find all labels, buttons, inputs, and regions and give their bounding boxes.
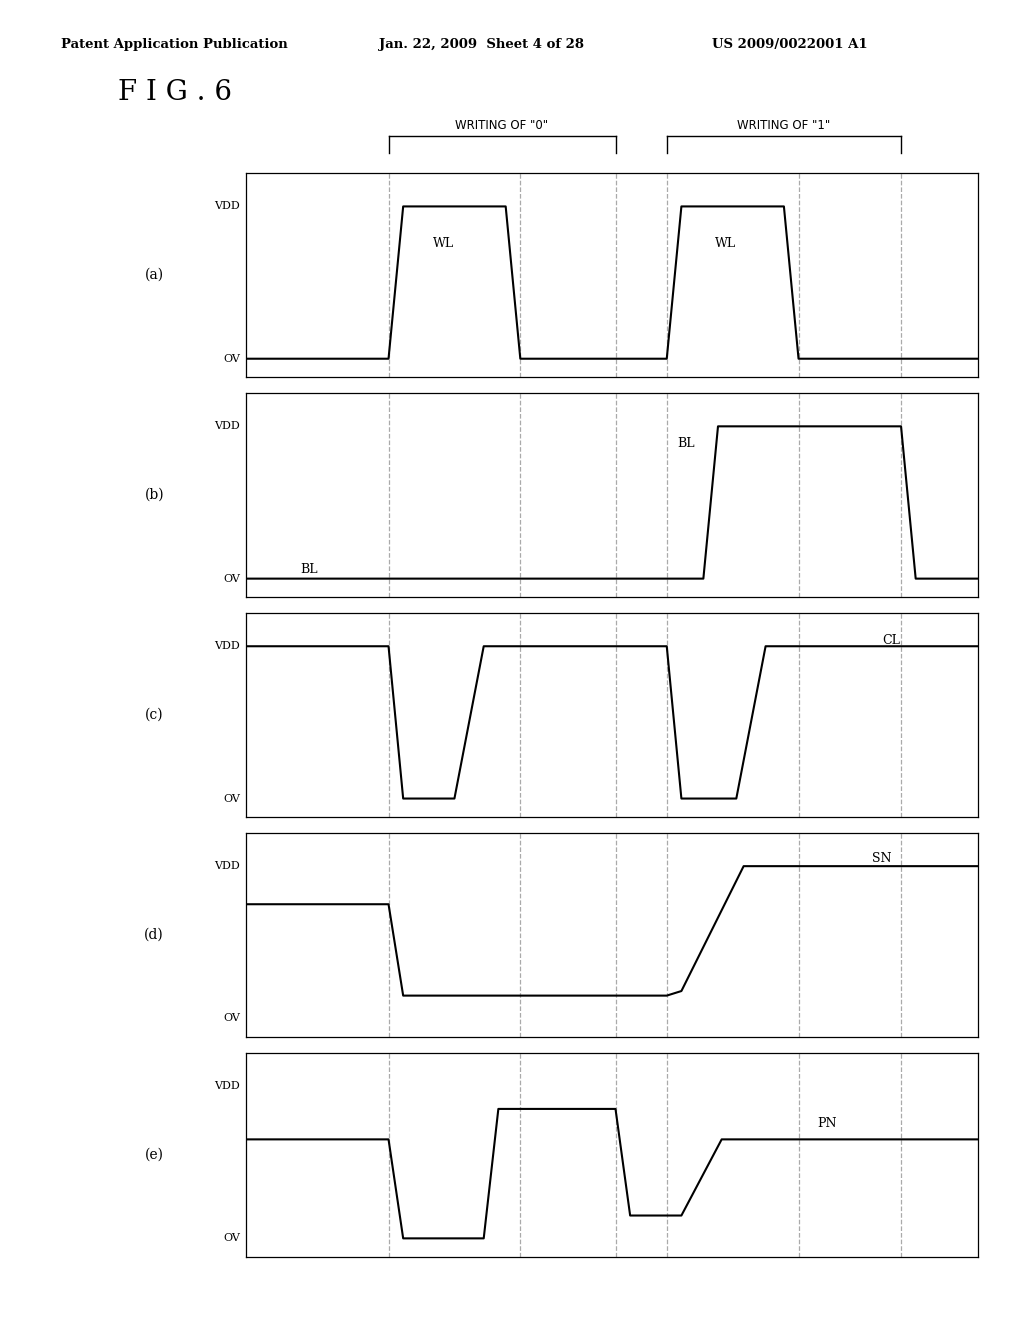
Text: OV: OV	[223, 1014, 240, 1023]
Text: VDD: VDD	[214, 642, 240, 651]
Text: US 2009/0022001 A1: US 2009/0022001 A1	[712, 38, 867, 51]
Text: OV: OV	[223, 1233, 240, 1243]
Text: OV: OV	[223, 574, 240, 583]
Text: (a): (a)	[144, 268, 164, 282]
Text: WL: WL	[715, 238, 736, 251]
Text: VDD: VDD	[214, 202, 240, 211]
Text: CL: CL	[883, 635, 901, 647]
Text: VDD: VDD	[214, 1081, 240, 1092]
Text: (e): (e)	[144, 1147, 164, 1162]
Text: WRITING OF "1": WRITING OF "1"	[737, 119, 830, 132]
Text: OV: OV	[223, 793, 240, 804]
Text: BL: BL	[301, 564, 318, 577]
Text: VDD: VDD	[214, 421, 240, 432]
Text: OV: OV	[223, 354, 240, 364]
Text: WRITING OF "0": WRITING OF "0"	[456, 119, 549, 132]
Text: SN: SN	[871, 853, 891, 866]
Text: (b): (b)	[144, 488, 164, 502]
Text: WL: WL	[433, 238, 454, 251]
Text: (d): (d)	[144, 928, 164, 941]
Text: F I G . 6: F I G . 6	[118, 79, 231, 106]
Text: Jan. 22, 2009  Sheet 4 of 28: Jan. 22, 2009 Sheet 4 of 28	[379, 38, 584, 51]
Text: BL: BL	[678, 437, 695, 450]
Text: (c): (c)	[145, 708, 164, 722]
Text: PN: PN	[817, 1117, 837, 1130]
Text: VDD: VDD	[214, 861, 240, 871]
Text: Patent Application Publication: Patent Application Publication	[61, 38, 288, 51]
